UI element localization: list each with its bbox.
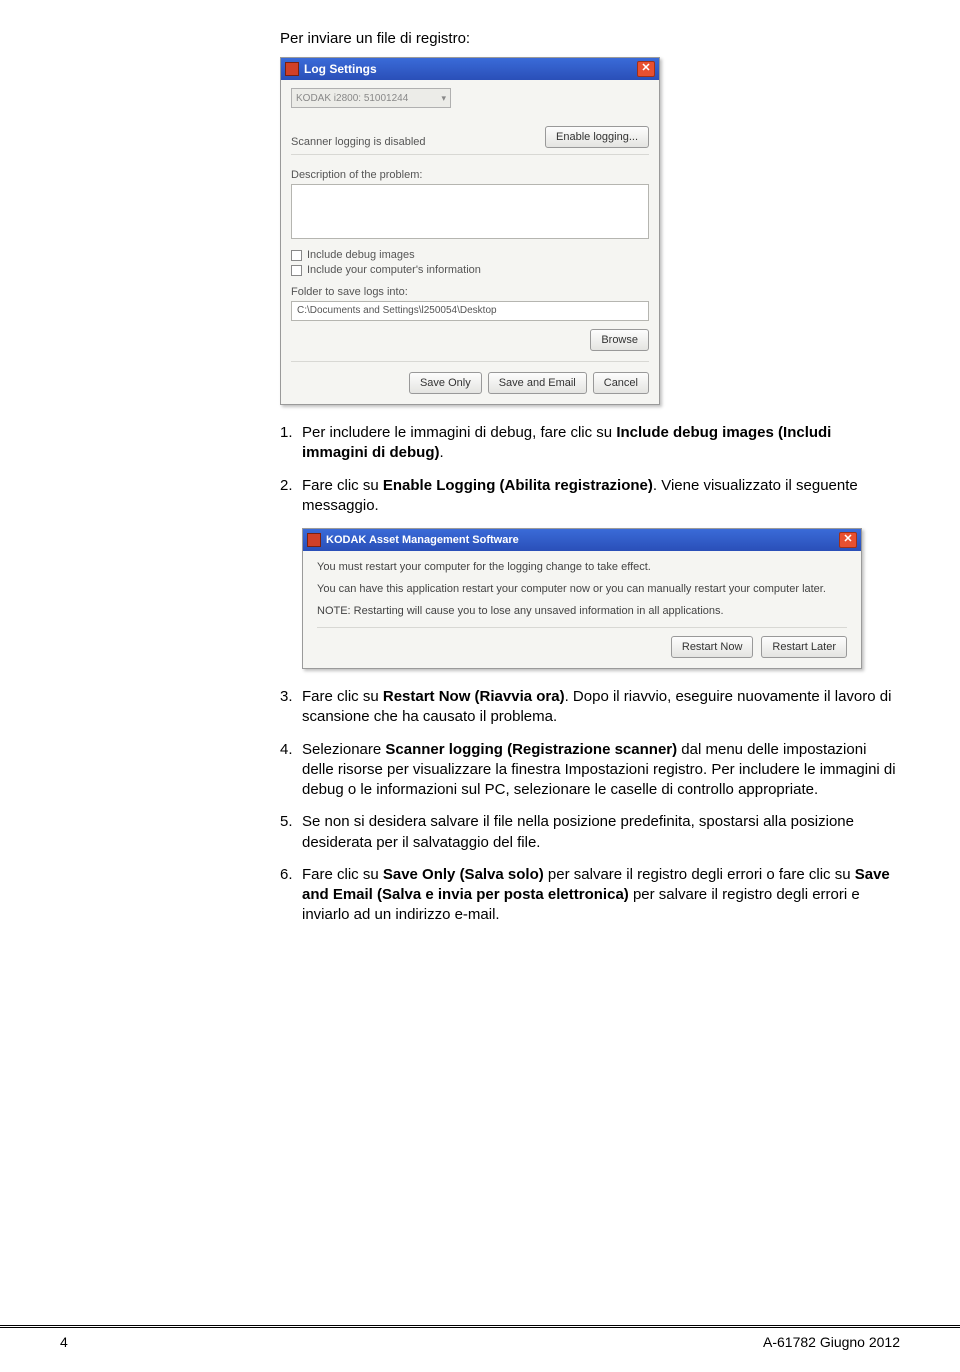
app-icon [307,533,321,547]
step-number: 1. [280,423,302,464]
text: Per includere le immagini di debug, fare… [302,424,616,441]
doc-id: A-61782 Giugno 2012 [763,1334,900,1350]
page-number: 4 [60,1334,68,1350]
dropdown-value: KODAK i2800: 51001244 [296,93,408,104]
include-debug-label: Include debug images [307,249,415,261]
titlebar: KODAK Asset Management Software ✕ [303,529,861,551]
include-computer-info-checkbox[interactable] [291,265,302,276]
step-2: 2. Fare clic su Enable Logging (Abilita … [280,476,900,517]
status-text: Scanner logging is disabled [291,136,426,148]
bold-text: Scanner logging (Registrazione scanner) [385,741,677,758]
restart-later-button[interactable]: Restart Later [761,636,847,658]
text: Se non si desidera salvare il file nella… [302,812,900,853]
description-textarea[interactable] [291,184,649,239]
app-icon [285,62,299,76]
save-and-email-button[interactable]: Save and Email [488,372,587,394]
titlebar: Log Settings ✕ [281,58,659,80]
cancel-button[interactable]: Cancel [593,372,649,394]
page-footer: 4 A-61782 Giugno 2012 [0,1325,960,1350]
description-label: Description of the problem: [291,169,649,181]
step-number: 2. [280,476,302,517]
step-number: 6. [280,865,302,926]
window-title: Log Settings [304,62,637,76]
restart-now-button[interactable]: Restart Now [671,636,754,658]
step-3: 3. Fare clic su Restart Now (Riavvia ora… [280,687,900,728]
log-settings-window: Log Settings ✕ KODAK i2800: 51001244 ▾ S… [280,57,660,405]
folder-path-input[interactable]: C:\Documents and Settings\l250054\Deskto… [291,301,649,321]
steps-list-cont: 3. Fare clic su Restart Now (Riavvia ora… [280,687,900,926]
close-icon[interactable]: ✕ [637,61,655,77]
msg-line-1: You must restart your computer for the l… [317,561,847,573]
step-number: 3. [280,687,302,728]
close-icon[interactable]: ✕ [839,532,857,548]
bold-text: Save Only (Salva solo) [383,866,544,883]
restart-message-window: KODAK Asset Management Software ✕ You mu… [302,528,862,669]
steps-list: 1. Per includere le immagini di debug, f… [280,423,900,516]
text: Fare clic su [302,866,383,883]
bold-text: Restart Now (Riavvia ora) [383,688,565,705]
text: Selezionare [302,741,385,758]
step-5: 5. Se non si desidera salvare il file ne… [280,812,900,853]
browse-button[interactable]: Browse [590,329,649,351]
step-1: 1. Per includere le immagini di debug, f… [280,423,900,464]
bold-text: Enable Logging (Abilita registrazione) [383,477,653,494]
window-title: KODAK Asset Management Software [326,534,839,546]
msg-line-3: NOTE: Restarting will cause you to lose … [317,605,847,617]
intro-text: Per inviare un file di registro: [280,30,900,47]
text: Fare clic su [302,477,383,494]
include-debug-checkbox[interactable] [291,250,302,261]
step-number: 5. [280,812,302,853]
text: . [440,444,444,461]
include-computer-info-label: Include your computer's information [307,264,481,276]
msg-line-2: You can have this application restart yo… [317,583,847,595]
scanner-dropdown[interactable]: KODAK i2800: 51001244 ▾ [291,88,451,108]
chevron-down-icon: ▾ [441,93,446,104]
step-6: 6. Fare clic su Save Only (Salva solo) p… [280,865,900,926]
step-number: 4. [280,740,302,801]
folder-label: Folder to save logs into: [291,286,649,298]
enable-logging-button[interactable]: Enable logging... [545,126,649,148]
text: per salvare il registro degli errori o f… [544,866,855,883]
text: Fare clic su [302,688,383,705]
step-4: 4. Selezionare Scanner logging (Registra… [280,740,900,801]
save-only-button[interactable]: Save Only [409,372,482,394]
